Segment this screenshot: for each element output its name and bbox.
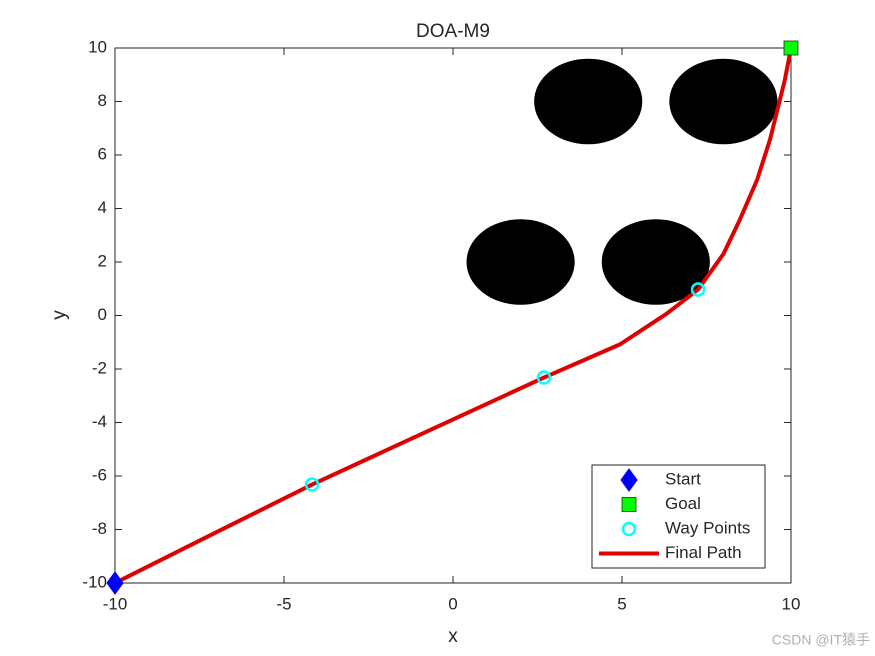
point (536, 370, 552, 385)
y-axis-label: y (49, 310, 70, 320)
legend-label: Way Points (665, 518, 750, 537)
y-tick-label: 10 (88, 37, 107, 56)
obstacle (466, 219, 575, 305)
point (304, 477, 320, 492)
y-tick-label: -2 (92, 358, 107, 377)
point (783, 40, 799, 56)
path-line (114, 47, 793, 585)
obstacle (669, 58, 778, 145)
x-tick-label: 0 (448, 594, 457, 613)
legend-swatch (621, 497, 637, 512)
obstacle (601, 219, 710, 305)
y-tick-label: -10 (82, 572, 107, 591)
y-tick-label: -8 (92, 519, 107, 538)
obstacle (534, 58, 643, 145)
y-tick-label: 0 (98, 305, 107, 324)
y-tick-label: 4 (98, 198, 107, 217)
legend-label: Start (665, 469, 701, 488)
x-axis-label: x (448, 626, 458, 647)
y-tick-label: 8 (98, 91, 107, 110)
y-tick-label: -6 (92, 465, 107, 484)
legend-swatch (620, 468, 638, 492)
x-tick-label: 10 (782, 594, 801, 613)
legend-label: Final Path (665, 543, 742, 562)
point (690, 282, 706, 297)
point (106, 571, 124, 595)
legend-swatch (621, 521, 637, 537)
legend-box (591, 464, 766, 569)
watermark: CSDN @IT猿手 (772, 632, 870, 648)
x-tick-label: -10 (103, 594, 128, 613)
y-tick-label: 6 (98, 144, 107, 163)
y-tick-label: -4 (92, 412, 107, 431)
chart-title: DOA-M9 (416, 21, 490, 42)
legend-label: Goal (665, 494, 701, 513)
x-tick-label: 5 (617, 594, 626, 613)
y-tick-label: 2 (98, 251, 107, 270)
x-tick-label: -5 (276, 594, 291, 613)
